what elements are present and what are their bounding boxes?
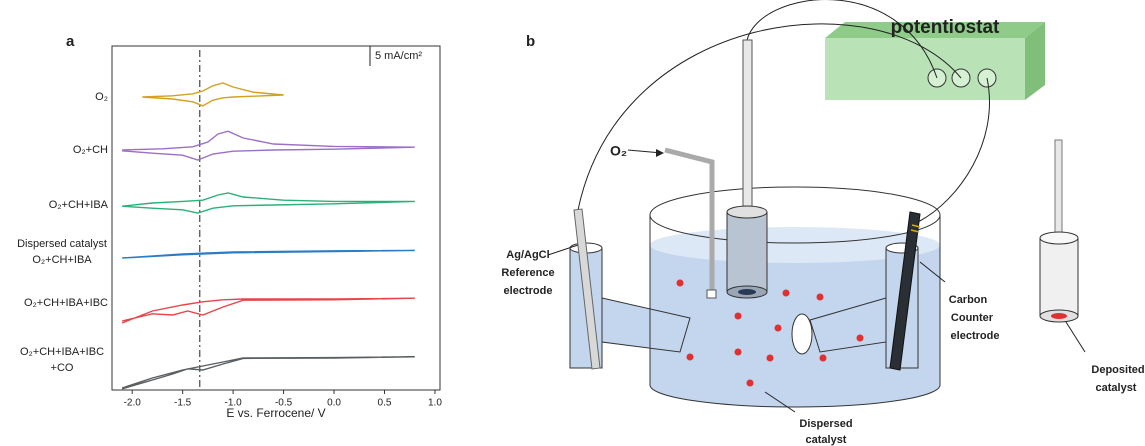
panel-label: a (66, 33, 75, 50)
particles (676, 279, 864, 387)
plot-frame (111, 45, 441, 391)
label: Counter (951, 312, 994, 324)
label: Deposited (1091, 364, 1144, 376)
label: catalyst (806, 434, 847, 446)
series-label: +CO (51, 362, 74, 374)
series-label: O₂+CH+IBA+IBC (20, 346, 104, 358)
x-axis-label: E vs. Ferrocene/ V (226, 406, 325, 420)
gas-outlet (706, 289, 717, 299)
label: Ag/AgCl (506, 249, 549, 261)
label: electrode (504, 285, 553, 297)
gas-label: O₂ (610, 143, 627, 159)
electrode-top (726, 205, 768, 219)
x-tick-label: -2.0 (124, 398, 142, 409)
beaker-rim (649, 186, 941, 244)
working-electrode (726, 211, 768, 293)
label: catalyst (1096, 382, 1137, 394)
diagram: b potentiostat (501, 0, 1145, 446)
beaker (649, 215, 941, 408)
series-label: O₂+CH+IBA (49, 199, 109, 211)
wire (917, 77, 990, 223)
x-tick-label: -1.5 (174, 398, 192, 409)
arrow (547, 244, 579, 256)
liquid-surface (650, 227, 940, 263)
series-label: O₂+CH+IBA (32, 254, 92, 266)
panel-label: b (526, 33, 535, 50)
box-top (825, 22, 1045, 38)
cv-trace (121, 297, 415, 324)
x-tick-label: -1.0 (224, 398, 242, 409)
label: Reference (501, 267, 554, 279)
cv-trace (122, 249, 415, 259)
arrow (764, 391, 796, 413)
series-label: O₂+CH (73, 144, 108, 156)
counter-electrode (889, 211, 921, 371)
cv-trace (142, 82, 284, 107)
cv-trace (122, 130, 415, 161)
electrode-disk (738, 289, 756, 295)
potentiostat-label: potentiostat (891, 17, 1000, 38)
band (910, 224, 921, 233)
x-tick-label: -0.5 (275, 398, 293, 409)
reference-electrode (573, 208, 601, 370)
series-label: O₂+CH+IBA+IBC (24, 297, 108, 309)
arrow (1065, 321, 1086, 353)
chart: -2.0 -1.5 -1.0 -0.5 0.0 0.5 1.0 5 mA/cm² O₂ O₂+CH… (17, 46, 442, 409)
catalyst-spot (1051, 313, 1067, 319)
cv-trace (121, 356, 415, 390)
label: electrode (951, 330, 1000, 342)
rod (742, 39, 753, 213)
arm (809, 297, 887, 353)
box-front (825, 38, 1025, 100)
arm (601, 297, 691, 353)
x-tick-label: 1.0 (428, 398, 442, 409)
arrow (919, 261, 946, 283)
label: Carbon (949, 294, 988, 306)
deposited-electrode (1039, 237, 1079, 317)
label: Dispersed (799, 418, 852, 430)
scale-bar-label: 5 mA/cm² (375, 50, 422, 62)
wire (577, 23, 962, 211)
x-tick-label: 0.0 (327, 398, 341, 409)
cv-trace (122, 192, 415, 214)
rod (1054, 139, 1063, 239)
electrode-top (1039, 231, 1079, 245)
wire (746, 0, 938, 79)
box-side (1025, 22, 1045, 100)
frit (791, 313, 813, 355)
x-tick-label: 0.5 (378, 398, 392, 409)
series-label: Dispersed catalyst (17, 238, 107, 250)
gas-tube (664, 147, 715, 292)
series-label: O₂ (95, 91, 108, 103)
arrowhead (656, 149, 664, 157)
